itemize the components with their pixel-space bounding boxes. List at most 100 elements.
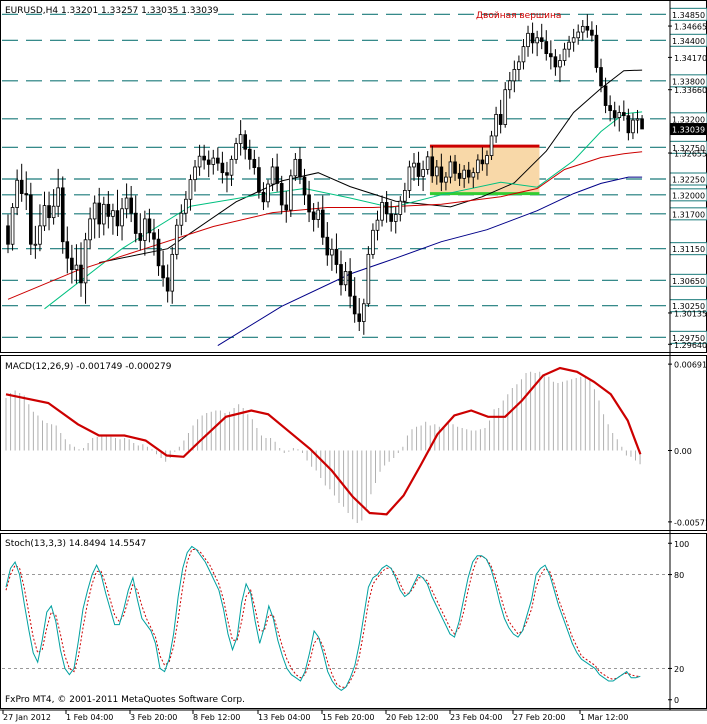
moving-average-1 bbox=[44, 111, 643, 310]
candle-body bbox=[393, 214, 398, 222]
candle bbox=[97, 187, 102, 238]
candle bbox=[152, 218, 156, 256]
candle bbox=[352, 277, 357, 323]
candle bbox=[567, 35, 571, 58]
candle-body bbox=[366, 253, 371, 305]
candle-body bbox=[539, 37, 544, 42]
candle bbox=[571, 28, 576, 52]
candle bbox=[398, 196, 403, 222]
candle-body bbox=[138, 233, 143, 241]
candle bbox=[279, 175, 284, 214]
candle bbox=[120, 198, 124, 241]
candle bbox=[56, 168, 60, 217]
candle bbox=[70, 244, 74, 284]
candle-body bbox=[243, 134, 248, 150]
candle bbox=[471, 167, 476, 188]
candle-body bbox=[444, 176, 448, 183]
candle bbox=[626, 108, 631, 141]
candle bbox=[252, 149, 257, 175]
candle bbox=[562, 42, 567, 66]
candle-body bbox=[320, 209, 325, 238]
candle bbox=[165, 264, 170, 303]
candle bbox=[270, 158, 275, 192]
candle-body bbox=[111, 210, 115, 217]
price-tick-label: 1.30650 bbox=[672, 277, 705, 286]
candle bbox=[393, 206, 398, 234]
candle bbox=[334, 233, 339, 274]
candle-body bbox=[430, 156, 435, 177]
candle bbox=[343, 261, 348, 292]
candle-body bbox=[384, 202, 389, 215]
candle-body bbox=[152, 232, 156, 240]
moving-average-3 bbox=[217, 176, 643, 347]
candle bbox=[298, 147, 302, 185]
candle-body bbox=[83, 239, 88, 284]
candle bbox=[462, 165, 466, 188]
candle-body bbox=[403, 189, 407, 202]
candle-body bbox=[348, 271, 352, 297]
candle-body bbox=[115, 210, 120, 227]
stoch-pane-frame bbox=[0, 533, 707, 709]
candle bbox=[325, 222, 330, 266]
price-tick-label: 1.31700 bbox=[672, 210, 705, 219]
candle-body bbox=[6, 225, 10, 245]
candle-body bbox=[51, 205, 56, 219]
candle bbox=[535, 30, 539, 57]
candle-body bbox=[252, 158, 257, 169]
candle bbox=[439, 153, 444, 192]
candle-body bbox=[544, 41, 549, 54]
candle-body bbox=[334, 248, 339, 265]
candle bbox=[247, 139, 252, 170]
candle-body bbox=[480, 159, 485, 165]
candle bbox=[60, 176, 65, 254]
candle bbox=[115, 189, 120, 236]
candle bbox=[225, 161, 229, 193]
time-tick-label: 13 Feb 04:00 bbox=[258, 713, 310, 722]
candle bbox=[453, 154, 457, 181]
candle bbox=[51, 189, 56, 225]
candle-body bbox=[375, 219, 380, 231]
candle bbox=[507, 71, 512, 99]
candle-body bbox=[425, 156, 430, 170]
candle-body bbox=[457, 172, 462, 179]
candle bbox=[635, 109, 640, 134]
candle-body bbox=[485, 155, 489, 165]
candle bbox=[156, 229, 161, 276]
candle-body bbox=[580, 25, 585, 33]
price-tick-label: 1.30135 bbox=[674, 309, 707, 318]
candle-body bbox=[549, 53, 553, 58]
time-axis: 27 Jan 2012 1 Feb 04:00 3 Feb 20:00 8 Feb 1… bbox=[2, 710, 628, 722]
candle bbox=[161, 250, 165, 287]
candle bbox=[430, 146, 435, 183]
candle bbox=[316, 201, 321, 228]
candle bbox=[348, 258, 352, 309]
candle bbox=[42, 191, 47, 231]
candle bbox=[179, 204, 184, 236]
candle bbox=[330, 238, 334, 271]
time-tick-label: 1 Feb 04:00 bbox=[66, 713, 113, 722]
candle bbox=[197, 144, 202, 176]
candle-body bbox=[133, 212, 138, 234]
candle-body bbox=[42, 205, 47, 227]
candle-body bbox=[188, 179, 193, 200]
candle-body bbox=[626, 115, 631, 134]
macd-signal-line bbox=[5, 366, 642, 516]
candle bbox=[594, 25, 599, 73]
candle-body bbox=[617, 112, 622, 118]
candle-body bbox=[293, 158, 298, 177]
candle bbox=[622, 100, 626, 121]
candle bbox=[124, 183, 129, 219]
candle bbox=[10, 203, 15, 251]
candle-body bbox=[517, 61, 521, 70]
candle-body bbox=[170, 253, 175, 292]
candle-body bbox=[19, 179, 24, 194]
candle bbox=[521, 39, 526, 70]
candle bbox=[216, 147, 220, 171]
candle-body bbox=[47, 205, 51, 219]
candle-body bbox=[471, 172, 476, 178]
time-tick-label: 23 Feb 04:00 bbox=[450, 713, 502, 722]
candle bbox=[375, 210, 380, 241]
candle-body bbox=[631, 119, 635, 134]
stoch-lines bbox=[5, 545, 641, 692]
candle-body bbox=[129, 197, 133, 214]
